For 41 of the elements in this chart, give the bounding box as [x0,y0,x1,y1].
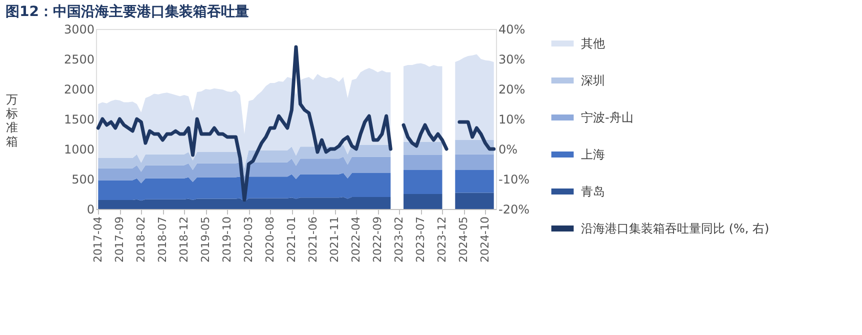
x-tick-label: 2017-09 [113,216,126,262]
x-tick-label: 2019-05 [199,216,212,262]
y-tick-label: 0 [86,202,94,216]
y2-tick-label: -20% [498,202,530,216]
x-tick-label: 2021-01 [285,216,298,262]
x-tick-label: 2022-09 [371,216,384,262]
x-tick-label: 2024-10 [478,216,492,262]
y2-tick-label: 20% [498,82,526,96]
x-tick-label: 2018-12 [178,216,191,262]
x-tick-label: 2018-07 [156,216,170,262]
y2-tick-label: 30% [498,52,526,66]
y2-tick-label: 0% [498,142,518,156]
legend-label: 深圳 [581,74,605,88]
x-tick-label: 2021-11 [328,216,342,262]
legend-label: 其他 [581,36,605,50]
x-tick-label: 2024-05 [457,216,470,262]
legend-label: 上海 [581,148,605,162]
x-tick-label: 2020-03 [242,216,256,262]
x-tick-label: 2023-07 [414,216,428,262]
y2-tick-label: -10% [498,172,530,186]
legend-label: 宁波-舟山 [581,110,634,124]
chart-title: 图12：中国沿海主要港口集装箱吞吐量 [5,3,249,20]
x-tick-label: 2017-04 [92,216,105,262]
y2-tick-label: 40% [498,22,526,36]
x-tick-label: 2022-04 [350,216,363,262]
x-tick-label: 2021-06 [306,216,320,262]
y-tick-label: 500 [72,172,94,186]
legend-label: 青岛 [581,184,605,198]
y-tick-label: 2000 [64,82,94,96]
x-tick-label: 2023-02 [392,216,406,262]
y-tick-label: 1000 [64,142,94,156]
x-tick-label: 2023-12 [436,216,449,262]
y-tick-label: 1500 [64,112,94,126]
legend-label: 沿海港口集装箱吞吐量同比 (%, 右) [581,222,770,236]
y-axis-title: 万标准箱 [4,92,18,148]
y-tick-label: 2500 [64,52,94,66]
x-tick-label: 2018-02 [134,216,148,262]
y2-tick-label: 10% [498,112,526,126]
x-tick-label: 2020-08 [264,216,277,262]
x-tick-label: 2019-10 [220,216,234,262]
y-tick-label: 3000 [64,22,94,36]
